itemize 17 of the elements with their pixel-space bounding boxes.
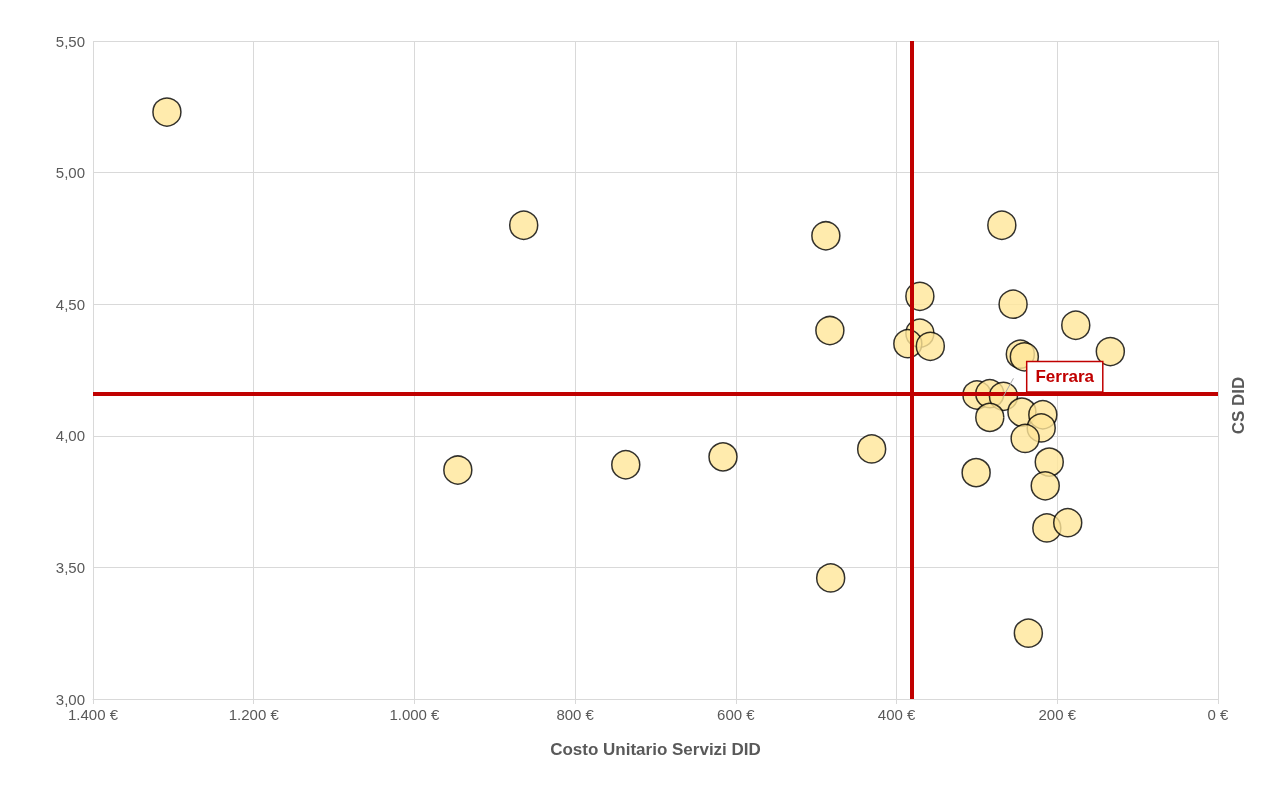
x-tick-label: 1.200 €: [228, 706, 280, 723]
annotation: Ferrara: [1035, 367, 1095, 387]
y-axis-title: CS DID: [1229, 376, 1248, 435]
x-tick-label: 200 €: [1038, 706, 1077, 723]
y-tick-label: 4,00: [55, 427, 85, 445]
y-tick-label: 5,00: [55, 164, 85, 182]
x-tick-label: 800 €: [556, 706, 595, 723]
x-tick-label: 1.000 €: [389, 706, 441, 723]
x-tick-label: 400 €: [877, 706, 916, 723]
x-tick-label: 600 €: [717, 706, 756, 723]
y-tick-label: 3,00: [55, 690, 85, 708]
y-tick-label: 3,50: [55, 558, 85, 576]
x-tick-label: 1.400 €: [67, 706, 119, 723]
x-axis-title: Costo Unitario Servizi DID: [550, 740, 761, 759]
x-tick-label: 0 €: [1207, 706, 1230, 723]
y-tick-label: 4,50: [55, 295, 85, 313]
y-tick-label: 5,50: [55, 32, 85, 50]
